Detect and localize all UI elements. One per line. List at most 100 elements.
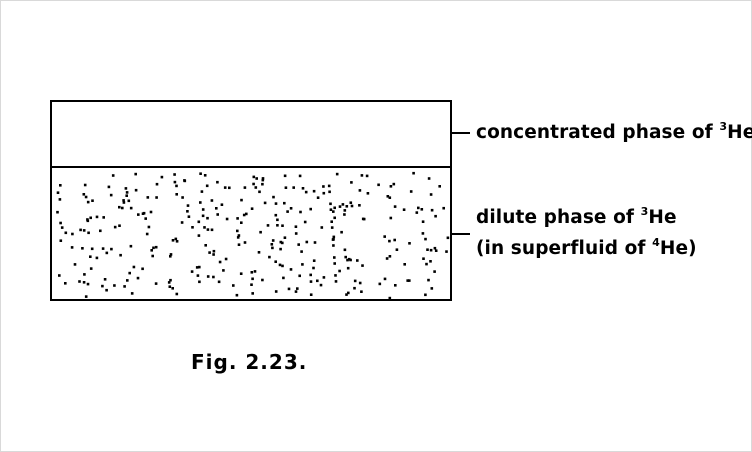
atom-dot — [365, 174, 369, 178]
atom-dot — [430, 208, 434, 212]
atom-dot — [58, 274, 61, 277]
atom-dot — [155, 182, 159, 186]
atom-dot — [200, 190, 204, 193]
atom-dot — [59, 221, 62, 225]
atom-dot — [222, 269, 225, 272]
atom-dot — [204, 244, 207, 247]
atom-dot — [82, 281, 86, 284]
atom-dot — [442, 206, 445, 210]
atom-dot — [240, 221, 243, 224]
atom-dot — [216, 180, 219, 184]
atom-dot — [283, 174, 287, 178]
atom-dot — [388, 255, 392, 258]
atom-dot — [378, 282, 382, 286]
atom-dot — [152, 246, 155, 250]
atom-dot — [329, 208, 333, 211]
atom-dot — [64, 231, 68, 235]
atom-dot — [118, 205, 121, 209]
atom-dot — [254, 186, 258, 189]
atom-dot — [429, 248, 433, 252]
atom-dot — [319, 283, 323, 287]
atom-dot — [335, 172, 339, 176]
atom-dot — [199, 201, 202, 204]
atom-dot — [217, 280, 221, 284]
atom-dot — [268, 255, 271, 259]
atom-dot — [281, 241, 284, 245]
atom-dot — [125, 194, 128, 197]
atom-dot — [403, 263, 406, 266]
atom-dot — [309, 293, 313, 296]
atom-dot — [358, 204, 361, 207]
atom-dot — [350, 181, 353, 184]
atom-dot — [358, 281, 362, 285]
dilute-phase-label: dilute phase of 3He — [476, 205, 677, 228]
atom-dot — [347, 291, 350, 295]
atom-dot — [279, 240, 283, 244]
atom-dot — [90, 247, 94, 251]
atom-dot — [203, 174, 207, 177]
atom-dot — [344, 255, 347, 259]
superfluid-label: (in superfluid of 4He) — [476, 236, 697, 259]
atom-dot — [332, 235, 336, 239]
atom-dot — [89, 267, 93, 270]
atom-dot — [309, 207, 312, 211]
atom-dot — [255, 177, 258, 180]
atom-dot — [59, 184, 62, 187]
atom-dot — [198, 265, 201, 269]
atom-dot — [261, 177, 265, 180]
atom-dot — [171, 239, 175, 242]
atom-dot — [105, 288, 108, 292]
atom-dot — [361, 217, 365, 221]
atom-dot — [216, 213, 219, 216]
atom-dot — [224, 257, 228, 261]
atom-dot — [395, 248, 399, 251]
figure-caption: Fig. 2.23. — [191, 350, 308, 374]
atom-dot — [322, 276, 326, 279]
atom-dot — [103, 278, 107, 281]
atom-dot — [186, 204, 190, 207]
atom-dot — [289, 207, 293, 210]
atom-dot — [320, 226, 324, 229]
atom-dot — [125, 191, 129, 194]
atom-dot — [383, 277, 387, 281]
atom-dot — [225, 217, 229, 221]
atom-dot — [190, 270, 194, 273]
atom-dot — [56, 191, 60, 194]
atom-dot — [294, 290, 298, 293]
atom-dot — [89, 255, 92, 258]
atom-dot — [421, 232, 425, 235]
atom-dot — [136, 276, 140, 280]
atom-dot — [102, 216, 105, 219]
atom-dot — [434, 214, 437, 218]
atom-dot — [427, 177, 431, 180]
atom-dot — [281, 264, 284, 268]
atom-dot — [73, 263, 77, 266]
atom-dot — [394, 284, 397, 287]
atom-dot — [118, 224, 121, 227]
atom-dot — [312, 259, 316, 262]
atom-dot — [123, 285, 126, 288]
atom-dot — [283, 236, 287, 239]
atom-dot — [313, 241, 317, 244]
atom-dot — [173, 173, 176, 176]
atom-dot — [78, 280, 81, 283]
atom-dot — [386, 195, 390, 198]
atom-dot — [421, 220, 425, 223]
atom-dot — [137, 213, 140, 216]
atom-dot — [278, 263, 282, 267]
atom-dot — [422, 257, 425, 260]
atom-dot — [251, 292, 254, 295]
atom-dot — [212, 275, 215, 279]
atom-dot — [261, 178, 265, 182]
atom-dot — [301, 263, 304, 266]
atom-dot — [205, 184, 209, 188]
atom-dot — [145, 232, 149, 236]
atom-dot — [110, 247, 113, 251]
atom-dot — [297, 243, 300, 246]
concentrated-phase-label: concentrated phase of 3He — [476, 120, 752, 143]
atom-dot — [393, 205, 397, 208]
atom-dot — [333, 206, 336, 210]
container-box — [50, 100, 452, 301]
atom-dot — [199, 172, 202, 175]
